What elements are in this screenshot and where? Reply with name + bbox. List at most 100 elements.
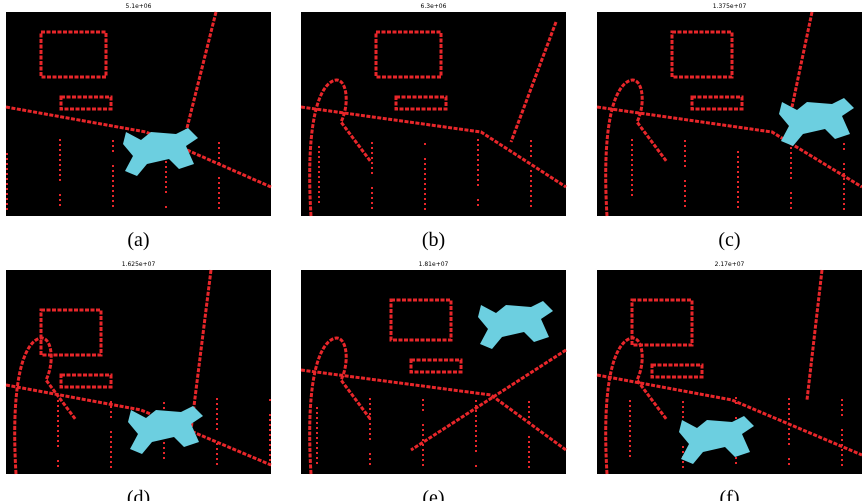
noise-event: [684, 155, 686, 157]
noise-event: [371, 187, 373, 189]
noise-event: [684, 200, 686, 202]
noise-event: [371, 197, 373, 199]
noise-event: [424, 198, 426, 200]
noise-event: [631, 169, 633, 171]
noise-event: [475, 435, 477, 437]
noise-event: [216, 428, 218, 430]
noise-event: [269, 399, 271, 401]
noise-event: [737, 181, 739, 183]
noise-event: [843, 198, 845, 200]
noise-event: [788, 423, 790, 425]
noise-event: [59, 174, 61, 176]
noise-event: [788, 443, 790, 445]
noise-event: [735, 397, 737, 399]
noise-event: [422, 399, 424, 401]
noise-event: [218, 187, 220, 189]
noise-event: [110, 436, 112, 438]
noise-event: [316, 437, 318, 439]
noise-event: [737, 156, 739, 158]
noise-event: [631, 149, 633, 151]
panel-caption: (e): [422, 487, 444, 501]
noise-event: [790, 207, 792, 209]
noise-event: [475, 465, 477, 467]
noise-event: [788, 458, 790, 460]
noise-event: [629, 420, 631, 422]
noise-event: [631, 154, 633, 156]
noise-event: [371, 167, 373, 169]
noise-event: [528, 441, 530, 443]
noise-event: [841, 454, 843, 456]
noise-event: [528, 456, 530, 458]
noise-event: [424, 143, 426, 145]
noise-event: [57, 400, 59, 402]
noise-event: [371, 152, 373, 154]
noise-event: [216, 448, 218, 450]
noise-event: [422, 454, 424, 456]
noise-event: [371, 162, 373, 164]
noise-event: [110, 411, 112, 413]
noise-event: [269, 454, 271, 456]
noise-event: [59, 144, 61, 146]
noise-event: [629, 410, 631, 412]
noise-event: [684, 190, 686, 192]
noise-event: [528, 401, 530, 403]
noise-event: [737, 196, 739, 198]
panel-caption: (d): [127, 487, 150, 501]
noise-event: [316, 462, 318, 464]
noise-event: [112, 185, 114, 187]
noise-event: [684, 160, 686, 162]
noise-event: [737, 186, 739, 188]
noise-event: [216, 418, 218, 420]
noise-event: [477, 204, 479, 206]
noise-event: [318, 181, 320, 183]
noise-event: [318, 166, 320, 168]
noise-event: [790, 157, 792, 159]
noise-event: [843, 148, 845, 150]
noise-event: [737, 151, 739, 153]
noise-event: [788, 413, 790, 415]
noise-event: [790, 202, 792, 204]
noise-event: [530, 200, 532, 202]
noise-event: [682, 411, 684, 413]
noise-event: [530, 190, 532, 192]
noise-event: [841, 459, 843, 461]
noise-event: [629, 415, 631, 417]
noise-event: [59, 164, 61, 166]
noise-event: [110, 406, 112, 408]
noise-event: [422, 434, 424, 436]
noise-event: [424, 163, 426, 165]
panel: 6.3e+06(b): [301, 3, 566, 251]
noise-event: [216, 443, 218, 445]
noise-event: [475, 450, 477, 452]
noise-event: [318, 201, 320, 203]
noise-event: [790, 147, 792, 149]
noise-event: [59, 139, 61, 141]
panel: 5.1e+06(a): [6, 3, 271, 251]
noise-event: [477, 174, 479, 176]
noise-event: [165, 186, 167, 188]
noise-event: [477, 199, 479, 201]
noise-event: [841, 399, 843, 401]
noise-event: [841, 409, 843, 411]
noise-event: [163, 447, 165, 449]
noise-event: [59, 159, 61, 161]
noise-event: [216, 453, 218, 455]
noise-event: [59, 179, 61, 181]
noise-event: [629, 435, 631, 437]
noise-event: [216, 413, 218, 415]
noise-event: [790, 197, 792, 199]
noise-event: [629, 450, 631, 452]
noise-event: [422, 439, 424, 441]
noise-event: [318, 176, 320, 178]
noise-event: [530, 175, 532, 177]
noise-event: [369, 408, 371, 410]
noise-event: [163, 402, 165, 404]
noise-event: [477, 154, 479, 156]
noise-event: [112, 170, 114, 172]
noise-event: [790, 172, 792, 174]
noise-event: [684, 205, 686, 207]
noise-event: [218, 147, 220, 149]
noise-event: [788, 403, 790, 405]
noise-event: [216, 398, 218, 400]
noise-event: [371, 172, 373, 174]
